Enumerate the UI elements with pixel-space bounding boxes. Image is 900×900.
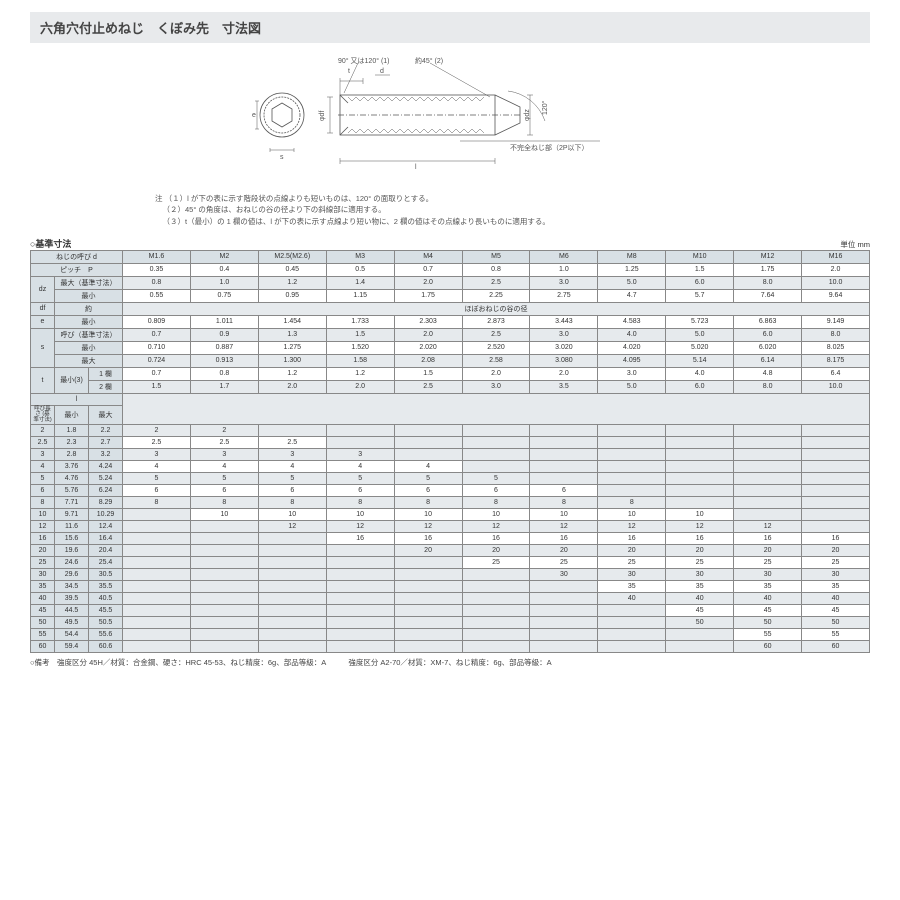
section-label: ○基準寸法 [30,239,71,249]
svg-text:φdz: φdz [524,109,531,121]
technical-diagram: e s t d φdf φdz l 90° 又は120° (1) 約45° (2… [30,53,870,183]
svg-text:e: e [252,112,256,119]
col-9: M12 [734,250,802,263]
svg-text:90° 又は120° (1): 90° 又は120° (1) [338,57,390,65]
thread-label: ねじの呼び d [31,250,123,263]
col-0: M1.6 [123,250,191,263]
diagram-notes: 注 （１）l が下の表に示す階段状の点線よりも短いものは、120° の面取りとす… [155,193,870,227]
col-1: M2 [190,250,258,263]
note-3: （３）t（最小）の 1 欄の値は、l が下の表に示す点線より短い物に、2 欄の値… [163,217,550,226]
spec-table: ねじの呼び dM1.6M2M2.5(M2.6)M3M4M5M6M8M10M12M… [30,250,870,394]
col-2: M2.5(M2.6) [258,250,326,263]
col-5: M5 [462,250,530,263]
svg-text:φdf: φdf [319,111,326,121]
col-6: M6 [530,250,598,263]
svg-text:不完全ねじ部（2P以下）: 不完全ねじ部（2P以下） [510,143,589,152]
svg-text:s: s [280,154,284,161]
unit-label: 単位 mm [840,239,870,250]
svg-text:約45° (2): 約45° (2) [415,56,443,65]
col-10: M16 [802,250,870,263]
svg-text:d: d [380,68,384,75]
col-8: M10 [666,250,734,263]
svg-text:t: t [348,68,350,75]
col-3: M3 [326,250,394,263]
svg-text:120°: 120° [541,100,549,115]
note-1: （１）l が下の表に示す階段状の点線よりも短いものは、120° の面取りとする。 [165,194,433,203]
section-header: ○基準寸法 単位 mm [30,237,870,250]
col-7: M8 [598,250,666,263]
note-2: （２）45° の角度は、おねじの谷の径より下の斜線部に適用する。 [163,205,386,214]
remarks: ○備考 強度区分 45H／材質：合金鋼、硬さ：HRC 45-53、ねじ精度：6g… [30,657,870,668]
page-title: 六角穴付止めねじ くぼみ先 寸法図 [40,18,860,37]
length-table: l呼び長さ (基準寸法)最小最大21.82.2222.52.32.72.52.5… [30,393,870,654]
title-bar: 六角穴付止めねじ くぼみ先 寸法図 [30,12,870,43]
notes-prefix: 注 [155,194,163,203]
svg-text:l: l [415,164,417,171]
col-4: M4 [394,250,462,263]
screw-diagram-svg: e s t d φdf φdz l 90° 又は120° (1) 約45° (2… [220,53,680,183]
